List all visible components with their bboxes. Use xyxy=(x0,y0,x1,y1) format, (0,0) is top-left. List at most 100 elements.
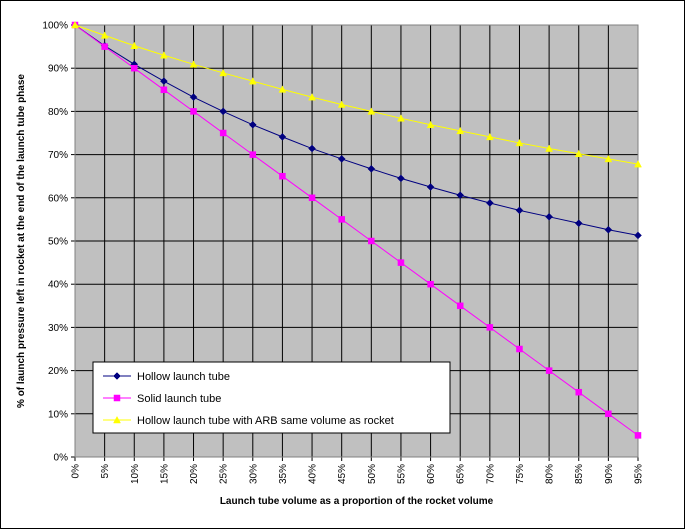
series-2 xyxy=(71,21,642,439)
square-marker-icon xyxy=(113,394,121,402)
x-tick-label: 30% xyxy=(248,464,259,484)
data-point xyxy=(308,144,316,153)
legend-label: Hollow launch tube xyxy=(137,371,230,383)
y-axis-title: % of launch pressure left in rocket at t… xyxy=(16,74,27,408)
x-tick-label: 85% xyxy=(574,464,585,484)
data-point xyxy=(515,138,524,147)
x-tick-label: 60% xyxy=(426,464,437,484)
data-point xyxy=(248,120,257,129)
data-point xyxy=(189,93,198,101)
x-tick-label: 95% xyxy=(634,464,645,484)
plot-border xyxy=(74,24,639,458)
data-point xyxy=(486,324,494,331)
x-tick-label: 65% xyxy=(456,464,467,484)
x-tick-label: 80% xyxy=(545,464,556,484)
x-tick-label: 25% xyxy=(219,464,230,484)
data-point xyxy=(397,174,405,183)
data-point xyxy=(337,100,346,108)
data-point xyxy=(248,77,257,85)
y-tick-label: 20% xyxy=(48,366,68,377)
data-point xyxy=(456,191,465,200)
data-point xyxy=(604,225,613,234)
series-line xyxy=(74,24,639,165)
diamond-marker-icon xyxy=(113,372,121,380)
series-3 xyxy=(71,20,642,168)
data-point xyxy=(308,194,316,202)
data-point xyxy=(190,108,197,115)
data-point xyxy=(426,120,435,129)
data-point xyxy=(545,144,554,152)
tick-labels-group: 0% 10% 20% 30% 40% 50% 60% 70% 80% 90% 100% 0% 5% 10%… xyxy=(42,21,644,485)
series-line xyxy=(74,24,639,436)
y-tick-label: 50% xyxy=(48,237,68,248)
data-point xyxy=(160,77,168,86)
data-point xyxy=(575,388,582,396)
data-point xyxy=(574,149,583,157)
data-point xyxy=(367,165,376,173)
legend-item: Hollow launch tube with ARB same volume … xyxy=(103,415,394,427)
x-tick-label: 55% xyxy=(396,464,407,484)
data-point xyxy=(605,410,612,418)
data-point xyxy=(279,172,286,180)
x-axis-title: Launch tube volume as a proportion of th… xyxy=(220,496,494,507)
data-point xyxy=(130,41,139,49)
data-point xyxy=(159,51,168,59)
y-tick-label: 60% xyxy=(48,193,68,204)
triangle-marker-icon xyxy=(113,415,121,424)
y-tick-label: 40% xyxy=(48,280,68,291)
data-point xyxy=(456,302,464,310)
data-point xyxy=(634,231,642,240)
x-tick-label: 50% xyxy=(367,464,378,484)
data-point xyxy=(71,20,79,29)
data-point xyxy=(131,64,138,72)
data-point xyxy=(189,60,198,68)
x-tick-label: 20% xyxy=(189,464,200,484)
x-tick-label: 45% xyxy=(337,464,348,484)
y-tick-label: 100% xyxy=(42,21,68,32)
series-line xyxy=(74,24,639,236)
data-point xyxy=(308,93,316,101)
data-point xyxy=(278,133,287,141)
data-point xyxy=(426,183,435,191)
y-tick-label: 0% xyxy=(54,453,69,464)
data-point xyxy=(397,259,405,266)
x-tick-label: 35% xyxy=(278,464,289,484)
data-point xyxy=(485,199,494,207)
y-tick-label: 30% xyxy=(48,323,68,334)
data-point xyxy=(545,367,553,374)
x-tick-label: 75% xyxy=(515,464,526,484)
data-point xyxy=(427,280,434,288)
x-tick-label: 15% xyxy=(159,464,170,484)
data-point xyxy=(368,237,375,245)
x-tick-label: 0% xyxy=(71,464,82,479)
x-tick-label: 40% xyxy=(308,464,319,484)
x-tick-label: 70% xyxy=(485,464,496,484)
data-point xyxy=(545,212,553,221)
data-point xyxy=(160,86,168,94)
y-tick-label: 10% xyxy=(48,409,68,420)
x-tick-label: 90% xyxy=(604,464,615,484)
data-point xyxy=(515,206,524,215)
legend-item: Hollow launch tube xyxy=(103,371,230,383)
legend-label: Solid launch tube xyxy=(137,393,221,405)
data-point xyxy=(634,432,642,439)
data-point xyxy=(604,154,613,163)
data-point xyxy=(278,85,287,93)
data-point xyxy=(367,107,376,115)
data-point xyxy=(249,151,257,158)
data-point xyxy=(397,114,405,122)
data-point xyxy=(338,216,345,223)
data-point xyxy=(516,345,523,353)
legend-box xyxy=(92,361,451,434)
x-tick-label: 10% xyxy=(130,464,141,484)
series-group xyxy=(71,20,642,439)
legend: Hollow launch tube Solid launch tube Hollo… xyxy=(92,361,451,434)
legend-item: Solid launch tube xyxy=(103,393,221,405)
data-point xyxy=(219,129,227,137)
data-point xyxy=(101,43,108,50)
y-tick-label: 70% xyxy=(48,150,68,161)
y-tick-label: 80% xyxy=(48,107,68,118)
data-point xyxy=(485,132,494,141)
data-point xyxy=(219,107,228,116)
